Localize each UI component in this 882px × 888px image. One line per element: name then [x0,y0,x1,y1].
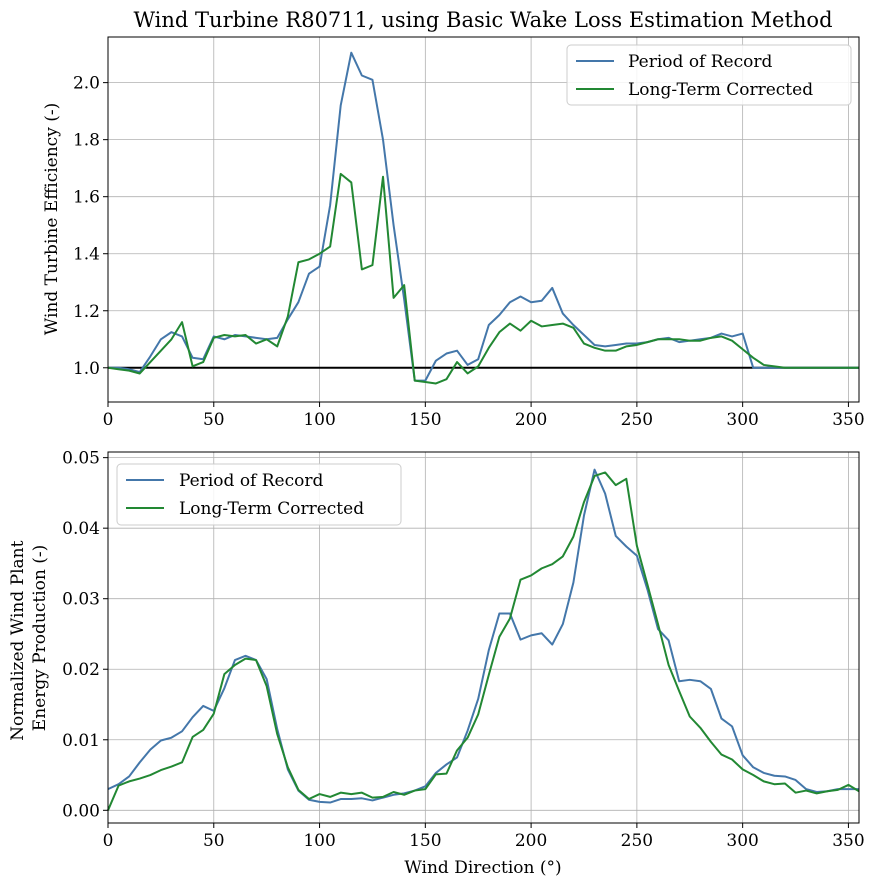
y-tick-label: 1.0 [73,359,100,379]
x-tick-label: 50 [203,410,225,430]
legend-bottom-label-period: Period of Record [179,471,323,491]
chart-bottom-xlabel: Wind Direction (°) [404,858,561,878]
y-tick-label: 0.02 [62,660,100,680]
chart-top-legend: Period of Record Long-Term Corrected [566,44,852,106]
x-tick-label: 0 [103,410,114,430]
chart-bottom-series [107,468,860,811]
x-tick-label: 250 [621,410,653,430]
x-tick-label: 300 [726,410,758,430]
x-tick-label: 150 [409,831,441,851]
x-tick-label: 0 [103,831,114,851]
legend-top-label-longterm: Long-Term Corrected [628,80,813,100]
y-tick-label: 0.00 [62,801,100,821]
legend-top-label-period: Period of Record [628,52,772,72]
chart-bottom-ylabel-line1: Normalized Wind Plant [8,540,28,740]
x-tick-label: 350 [832,410,864,430]
series-line-period-of-record [107,468,859,804]
y-tick-label: 1.6 [73,188,100,208]
chart-top-plot-frame [107,36,860,403]
y-tick-label: 0.03 [62,590,100,610]
x-tick-label: 350 [832,831,864,851]
chart-top-yticks: 1.0 1.2 1.4 1.6 1.8 2.0 [73,74,108,379]
x-tick-label: 50 [203,831,225,851]
legend-bottom-frame [116,463,402,526]
legend-bottom-label-longterm: Long-Term Corrected [179,499,364,519]
chart-top-ylabel: Wind Turbine Efficiency (-) [42,103,62,335]
y-tick-label: 0.01 [62,731,100,751]
y-tick-label: 0.04 [62,519,100,539]
series-line-long-term-corrected [107,172,859,385]
chart-top-xticks: 0 50 100 150 200 250 300 350 [103,402,865,430]
y-tick-label: 1.8 [73,131,100,151]
x-tick-label: 300 [726,831,758,851]
chart-bottom: 0 50 100 150 200 250 300 350 0.000.010.020.030.… [8,449,865,878]
chart-bottom-plot-frame [107,451,860,824]
chart-bottom-legend: Period of Record Long-Term Corrected [116,463,402,526]
chart-bottom-ylabel: Normalized Wind Plant Energy Production … [8,535,50,741]
x-tick-label: 200 [515,410,547,430]
x-tick-label: 100 [303,410,335,430]
chart-top-series [107,51,859,385]
y-tick-label: 0.05 [62,449,100,469]
series-line-long-term-corrected [107,471,860,811]
chart-top: Wind Turbine R80711, using Basic Wake Lo… [42,8,865,430]
chart-bottom-yticks: 0.00 0.01 0.02 0.03 0.04 0.05 [62,449,108,821]
y-tick-label: 1.2 [73,302,100,322]
x-tick-label: 150 [409,410,441,430]
x-tick-label: 200 [515,831,547,851]
y-tick-label: 1.4 [73,245,100,265]
x-tick-label: 100 [303,831,335,851]
chart-bottom-ylabel-line2: Energy Production (-) [30,545,50,731]
chart-top-title: Wind Turbine R80711, using Basic Wake Lo… [133,8,832,32]
y-tick-label: 2.0 [73,74,100,94]
x-tick-label: 250 [621,831,653,851]
legend-top-frame [566,44,852,106]
chart-bottom-xticks: 0 50 100 150 200 250 300 350 [103,823,865,851]
